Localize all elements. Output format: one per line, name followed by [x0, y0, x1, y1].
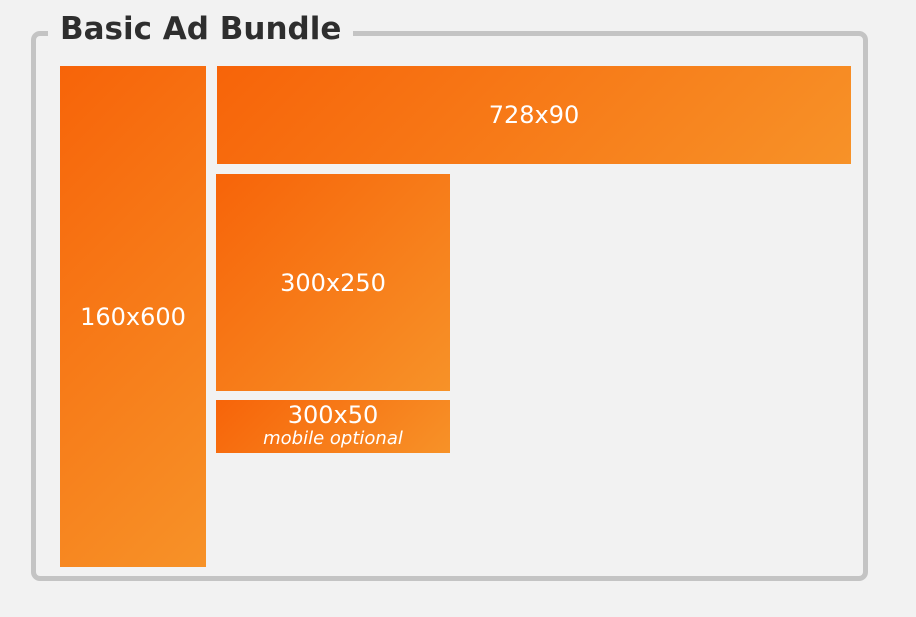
ad-slot-size-label: 300x250: [280, 268, 386, 297]
ad-slot-size-label: 300x50: [287, 401, 379, 429]
ad-slot-note: mobile optional: [263, 428, 403, 449]
bundle-frame: [31, 31, 868, 581]
ad-slot-medium-rectangle: 300x250: [216, 174, 450, 391]
ad-slot-leaderboard: 728x90: [217, 66, 851, 164]
ad-slot-size-label: 160x600: [80, 302, 186, 331]
ad-slot-size-label: 728x90: [488, 101, 580, 129]
bundle-title: Basic Ad Bundle: [48, 8, 354, 50]
ad-slot-mobile-banner: 300x50 mobile optional: [216, 400, 450, 453]
ad-slot-skyscraper: 160x600: [60, 66, 206, 567]
